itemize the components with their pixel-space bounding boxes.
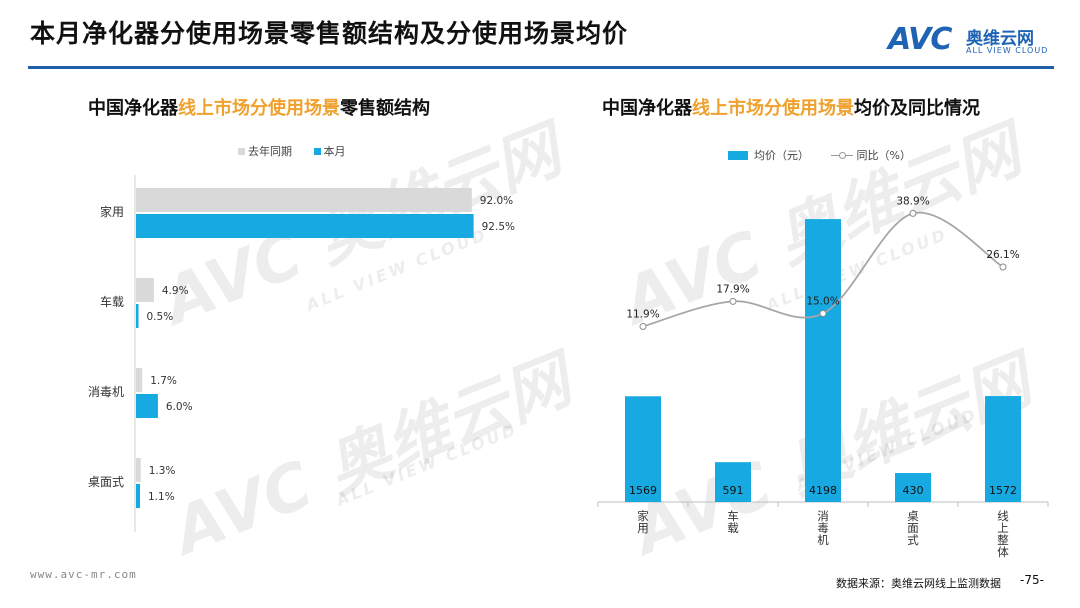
x-category-label: 体 (997, 545, 1009, 559)
value-label-last-year: 1.7% (150, 375, 177, 387)
x-category-label: 消 (817, 509, 829, 523)
x-category-label: 上 (997, 521, 1009, 535)
bar-this-month (136, 304, 139, 328)
legend-label-avg-price: 均价（元） (754, 149, 809, 162)
value-label-this-month: 6.0% (166, 401, 193, 413)
price-bar (895, 473, 931, 502)
legend-label-this-month: 本月 (323, 145, 346, 158)
avc-logo: AVC 奥维云网 ALL VIEW CLOUD (888, 22, 1058, 62)
x-category-label: 用 (637, 521, 649, 535)
value-label-this-month: 92.5% (482, 221, 515, 233)
bar-last-year (136, 368, 143, 392)
legend-item-yoy: 同比（%） (830, 147, 911, 163)
price-value-label: 430 (903, 484, 924, 497)
price-bar (625, 396, 661, 502)
title-divider (28, 66, 1054, 69)
x-category-label: 整 (997, 533, 1009, 547)
left-chart-legend: 去年同期 本月 (238, 143, 364, 159)
bar-last-year (136, 458, 141, 482)
left-title-pre: 中国净化器 (88, 98, 178, 119)
bar-this-month (136, 394, 158, 418)
value-label-this-month: 0.5% (147, 311, 174, 323)
yoy-point (909, 209, 917, 217)
price-bar (805, 219, 841, 502)
x-category-label: 毒 (817, 521, 829, 535)
logo-en-text: ALL VIEW CLOUD (966, 46, 1049, 55)
right-chart-title: 中国净化器线上市场分使用场景均价及同比情况 (602, 94, 980, 120)
yoy-point (999, 263, 1007, 271)
legend-swatch-avg-price (728, 150, 748, 160)
value-label-last-year: 1.3% (149, 465, 176, 477)
value-label-this-month: 1.1% (148, 491, 175, 503)
yoy-value-label: 15.0% (806, 295, 839, 307)
left-title-highlight: 线上市场分使用场景 (178, 98, 340, 119)
yoy-line (642, 211, 1004, 328)
yoy-point (639, 322, 647, 330)
yoy-value-label: 17.9% (716, 283, 749, 295)
page-number: -75- (1020, 573, 1044, 587)
right-title-post: 均价及同比情况 (854, 98, 980, 119)
price-value-label: 4198 (809, 484, 837, 497)
category-label: 家用 (100, 204, 124, 219)
x-category-label: 桌 (907, 509, 919, 523)
yoy-value-label: 38.9% (896, 195, 929, 207)
x-category-label: 载 (727, 521, 739, 535)
bar-last-year (136, 188, 472, 212)
x-category-label: 车 (727, 509, 739, 523)
right-chart-legend: 均价（元） 同比（%） (728, 147, 929, 163)
legend-item-last-year: 去年同期 (238, 143, 292, 159)
legend-swatch-this-month (313, 147, 321, 155)
category-label: 桌面式 (88, 475, 124, 489)
footer-source: 数据来源：奥维云网线上监测数据 (836, 577, 1001, 590)
category-label: 车载 (100, 294, 124, 309)
price-value-label: 1572 (989, 484, 1017, 497)
bar-this-month (136, 214, 474, 238)
x-category-label: 机 (817, 533, 829, 547)
right-title-highlight: 线上市场分使用场景 (692, 98, 854, 119)
x-category-label: 式 (907, 533, 919, 547)
logo-avc-text: AVC (888, 22, 952, 57)
yoy-point (819, 309, 827, 317)
price-value-label: 1569 (629, 484, 657, 497)
left-title-post: 零售额结构 (340, 98, 430, 119)
legend-swatch-last-year (238, 147, 245, 155)
yoy-value-label: 26.1% (986, 249, 1019, 261)
legend-swatch-yoy (830, 151, 853, 160)
logo-cn-text: 奥维云网 (966, 29, 1034, 49)
left-chart-title: 中国净化器线上市场分使用场景零售额结构 (88, 94, 430, 120)
right-title-pre: 中国净化器 (602, 98, 692, 119)
x-category-label: 家 (637, 509, 649, 523)
price-bar (715, 462, 751, 502)
legend-item-this-month: 本月 (313, 143, 346, 159)
footer-url: www.avc-mr.com (30, 568, 137, 581)
legend-item-avg-price: 均价（元） (728, 147, 809, 163)
price-bar (985, 396, 1021, 502)
page-title: 本月净化器分使用场景零售额结构及分使用场景均价 (30, 19, 629, 48)
bar-this-month (136, 484, 141, 508)
bar-last-year (136, 278, 154, 302)
yoy-point (729, 297, 737, 305)
left-bar-chart: 家用 92.0% 92.5% 车载 4.9% 0.5% 消毒机 1.7% 6.0% 桌面式 1.3%… (88, 175, 515, 532)
x-category-label: 线 (997, 509, 1009, 523)
value-label-last-year: 92.0% (480, 195, 513, 207)
yoy-value-label: 11.9% (626, 308, 659, 320)
category-label: 消毒机 (88, 385, 124, 399)
legend-label-yoy: 同比（%） (856, 149, 911, 162)
x-category-label: 面 (907, 521, 919, 535)
value-label-last-year: 4.9% (162, 285, 189, 297)
legend-label-last-year: 去年同期 (248, 145, 292, 158)
right-combo-chart: 1569 591 4198 430 1572 11.9% 17.9% 15.0% 38.9% 26… (597, 195, 1049, 559)
price-value-label: 591 (723, 484, 744, 497)
